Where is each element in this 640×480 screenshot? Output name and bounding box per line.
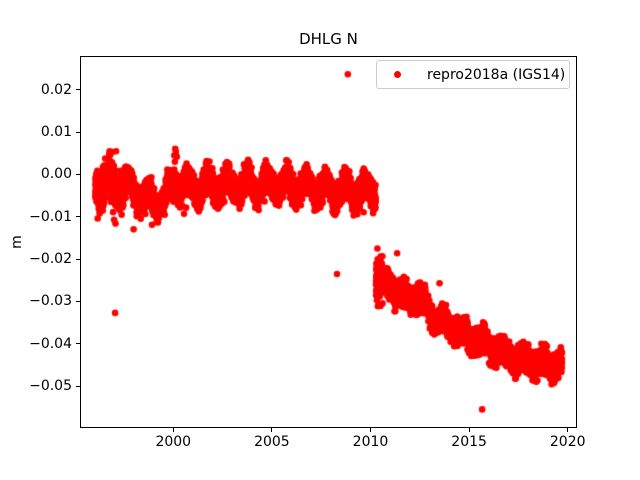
x-tick-label: 2020 <box>549 434 586 450</box>
x-tick-label: 2000 <box>155 434 192 450</box>
y-tick-label: −0.04 <box>29 335 72 352</box>
x-tick-mark <box>567 428 569 432</box>
x-tick-mark <box>370 428 371 432</box>
y-tick-mark <box>76 131 80 133</box>
y-tick-mark <box>76 258 80 260</box>
y-tick-mark <box>76 385 80 387</box>
y-tick-mark <box>76 216 80 218</box>
y-axis-label: m <box>9 235 25 249</box>
chart-title: DHLG N <box>299 30 358 48</box>
y-tick-label: −0.01 <box>29 208 72 225</box>
y-tick-label: 0.01 <box>40 124 72 141</box>
legend: repro2018a (IGS14) <box>376 60 570 89</box>
x-tick-label: 2015 <box>451 434 487 450</box>
x-tick-mark <box>172 428 174 432</box>
y-tick-mark <box>76 300 80 302</box>
y-tick-label: 0.02 <box>40 81 72 98</box>
legend-label: repro2018a (IGS14) <box>427 66 566 83</box>
x-tick-mark <box>271 428 273 432</box>
y-tick-mark <box>76 343 80 345</box>
y-tick-mark <box>76 173 80 175</box>
y-tick-label: −0.02 <box>29 251 72 268</box>
x-tick-label: 2005 <box>254 434 290 450</box>
scatter-canvas <box>80 56 577 428</box>
x-tick-mark <box>468 428 470 432</box>
y-tick-label: 0.00 <box>40 166 72 183</box>
y-tick-label: −0.05 <box>29 378 72 395</box>
y-tick-label: −0.03 <box>29 293 72 310</box>
x-tick-label: 2010 <box>352 434 389 450</box>
y-tick-mark <box>76 89 80 91</box>
legend-marker-icon <box>394 71 401 78</box>
